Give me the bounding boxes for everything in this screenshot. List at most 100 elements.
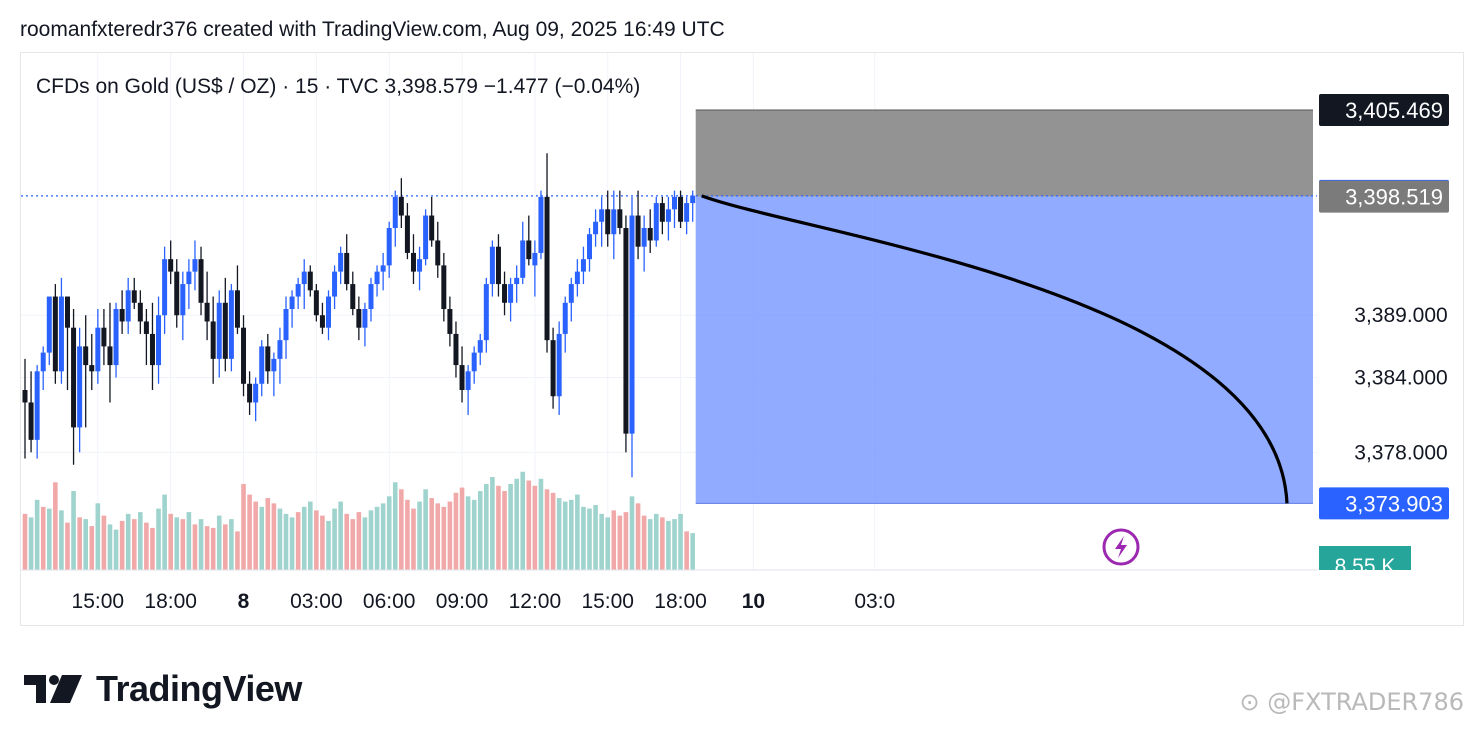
candle-body bbox=[113, 309, 119, 366]
volume-bar bbox=[617, 515, 623, 570]
volume-bar bbox=[350, 519, 356, 570]
candle-body bbox=[617, 209, 623, 229]
candle-body bbox=[198, 259, 204, 303]
volume-bar bbox=[338, 501, 343, 570]
candle-body bbox=[605, 209, 611, 235]
volume-bar bbox=[556, 498, 562, 570]
candle-body bbox=[550, 340, 556, 397]
volume-bar bbox=[666, 520, 671, 570]
volume-bar bbox=[581, 506, 586, 570]
volume-bar bbox=[587, 508, 592, 570]
candle-body bbox=[410, 252, 416, 272]
volume-bar bbox=[119, 520, 125, 570]
candle-body bbox=[344, 252, 350, 285]
volume-bar bbox=[277, 508, 283, 570]
candle-body bbox=[623, 228, 629, 434]
volume-bar bbox=[344, 513, 350, 570]
candle-body bbox=[435, 240, 441, 266]
x-axis-tick-label: 15:00 bbox=[581, 590, 634, 613]
candle-body bbox=[520, 240, 526, 278]
stop-price-tag: 3,405.469 bbox=[1345, 98, 1443, 123]
tradingview-logo[interactable]: TradingView bbox=[24, 668, 302, 710]
volume-bar bbox=[174, 517, 180, 570]
stop-price-tag-bg bbox=[1319, 94, 1449, 127]
volume-bar bbox=[332, 508, 337, 570]
candle-body bbox=[495, 246, 501, 285]
volume-bar bbox=[496, 485, 501, 570]
volume-bar bbox=[441, 506, 447, 570]
volume-bar bbox=[295, 512, 301, 570]
volume-bar bbox=[417, 501, 422, 570]
candle-body bbox=[380, 265, 386, 272]
chart-frame[interactable]: CFDs on Gold (US$ / OZ) · 15 · TVC 3,398… bbox=[20, 52, 1464, 626]
candle-body bbox=[671, 196, 677, 210]
volume-bar bbox=[514, 478, 519, 570]
candle-body bbox=[174, 271, 180, 316]
candle-body bbox=[277, 340, 283, 359]
volume-bar bbox=[168, 513, 173, 570]
candle-body bbox=[283, 309, 289, 341]
volume-bar bbox=[192, 524, 198, 570]
volume-bars bbox=[22, 471, 695, 570]
entry-price-tag: 3,398.519 bbox=[1345, 185, 1443, 210]
volume-bar bbox=[550, 492, 556, 570]
take-profit-zone bbox=[695, 196, 1313, 504]
volume-bar bbox=[538, 478, 544, 570]
candle-body bbox=[556, 333, 562, 397]
candle-body bbox=[210, 321, 216, 359]
volume-bar bbox=[641, 515, 647, 570]
volume-tag-bg bbox=[1319, 546, 1411, 570]
volume-tag: 8.55 K bbox=[1335, 555, 1396, 578]
y-axis-tick-label: 3,389.000 bbox=[1354, 304, 1447, 327]
candle-body bbox=[107, 346, 113, 366]
stop-loss-zone bbox=[695, 110, 1313, 197]
candle-body bbox=[253, 383, 259, 403]
x-axis-tick-label: 12:00 bbox=[509, 590, 562, 613]
candle-body bbox=[192, 259, 198, 272]
candle-body bbox=[64, 296, 70, 328]
candle-body bbox=[568, 284, 574, 303]
volume-bar bbox=[283, 513, 289, 570]
candle-body bbox=[350, 284, 356, 310]
alert-badge-ring bbox=[1102, 528, 1140, 566]
candle-body bbox=[665, 209, 671, 222]
volume-bar bbox=[526, 480, 532, 570]
volume-bar bbox=[484, 484, 489, 570]
volume-bar bbox=[453, 492, 459, 570]
candle-body bbox=[326, 296, 331, 328]
volume-bar bbox=[672, 519, 677, 570]
volume-bar bbox=[59, 510, 64, 570]
candle-body bbox=[429, 215, 435, 241]
candle-body bbox=[653, 203, 659, 241]
x-axis-tick-label: 03:0 bbox=[854, 590, 895, 613]
volume-bar bbox=[28, 517, 34, 570]
candle-body bbox=[386, 228, 392, 266]
price-chart[interactable]: CFDs on Gold (US$ / OZ) · 15 · TVC 3,398… bbox=[21, 53, 1463, 625]
candle-body bbox=[629, 215, 635, 434]
candle-body bbox=[338, 252, 344, 272]
candle-body bbox=[532, 252, 538, 266]
candle-body bbox=[514, 277, 520, 285]
volume-bar bbox=[107, 524, 113, 570]
volume-bar bbox=[653, 513, 659, 570]
volume-bar bbox=[101, 515, 107, 570]
volume-bar bbox=[223, 524, 228, 570]
volume-bar bbox=[471, 499, 477, 570]
candle-body bbox=[684, 203, 690, 222]
candle-body bbox=[247, 383, 253, 403]
candle-body bbox=[562, 302, 568, 334]
candle-body bbox=[477, 340, 483, 353]
volume-bar bbox=[289, 517, 295, 570]
volume-bar bbox=[186, 512, 192, 570]
candle-body bbox=[647, 228, 653, 241]
volume-bar bbox=[544, 489, 550, 570]
volume-bar bbox=[125, 513, 131, 570]
last-price: 3,398.579 bbox=[385, 75, 484, 98]
volume-bar bbox=[490, 477, 495, 570]
candle-body bbox=[295, 284, 301, 297]
volume-bar bbox=[265, 498, 271, 570]
candles bbox=[22, 153, 696, 478]
candle-body bbox=[137, 302, 143, 322]
candle-body bbox=[332, 271, 338, 297]
volume-bar bbox=[405, 499, 410, 570]
